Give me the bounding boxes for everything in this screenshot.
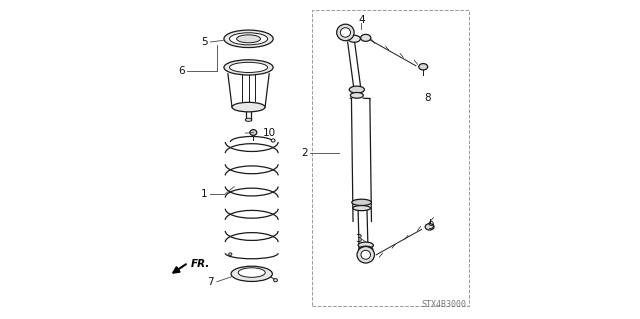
Ellipse shape xyxy=(238,268,265,277)
Text: FR.: FR. xyxy=(191,259,210,269)
Ellipse shape xyxy=(231,266,273,281)
Text: 7: 7 xyxy=(207,277,214,287)
Ellipse shape xyxy=(250,130,257,135)
Ellipse shape xyxy=(425,224,434,230)
Ellipse shape xyxy=(357,247,374,263)
Ellipse shape xyxy=(350,93,364,98)
Bar xyxy=(312,10,469,306)
Ellipse shape xyxy=(237,35,260,43)
Text: 9: 9 xyxy=(427,221,433,231)
Text: 2: 2 xyxy=(301,148,308,158)
Ellipse shape xyxy=(274,278,278,282)
Ellipse shape xyxy=(245,118,252,122)
Text: 8: 8 xyxy=(425,93,431,103)
Ellipse shape xyxy=(224,60,273,75)
Ellipse shape xyxy=(230,33,268,45)
Text: 10: 10 xyxy=(263,128,276,137)
Ellipse shape xyxy=(228,253,232,256)
Ellipse shape xyxy=(353,205,371,211)
Ellipse shape xyxy=(352,199,371,205)
Ellipse shape xyxy=(348,35,360,42)
Ellipse shape xyxy=(361,250,371,259)
Ellipse shape xyxy=(232,102,265,112)
Ellipse shape xyxy=(419,63,428,70)
Ellipse shape xyxy=(230,62,268,72)
Text: 3: 3 xyxy=(355,234,362,244)
Ellipse shape xyxy=(349,86,364,93)
Ellipse shape xyxy=(358,242,373,249)
Ellipse shape xyxy=(361,34,371,41)
Ellipse shape xyxy=(224,30,273,48)
Text: 4: 4 xyxy=(358,15,365,25)
Text: 6: 6 xyxy=(179,66,185,76)
Ellipse shape xyxy=(340,28,351,37)
Text: STX4B3000: STX4B3000 xyxy=(421,300,466,308)
Text: 1: 1 xyxy=(200,189,207,199)
Ellipse shape xyxy=(271,139,275,142)
Ellipse shape xyxy=(359,246,372,252)
Ellipse shape xyxy=(337,24,354,41)
Text: 5: 5 xyxy=(202,37,208,47)
